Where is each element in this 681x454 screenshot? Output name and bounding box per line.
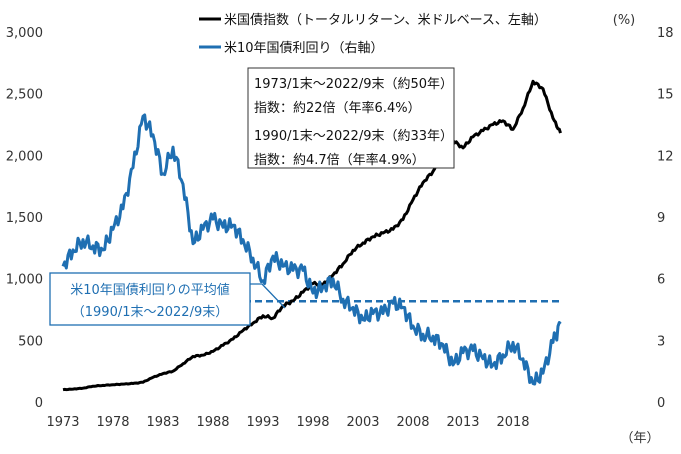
average-callout-pointer: [250, 283, 286, 309]
annotation-line-2: 指数：約22倍（年率6.4%）: [254, 100, 421, 116]
legend-label-10y-yield: 米10年国債利回り（右軸）: [224, 41, 384, 56]
annotation-line-4: 指数：約4.7倍（年率4.9%）: [254, 152, 425, 168]
annotation-box: 1973/1末～2022/9末（約50年） 指数：約22倍（年率6.4%） 19…: [247, 67, 455, 169]
left-tick-label: 3,000: [6, 26, 43, 41]
annotation-line-1: 1973/1末～2022/9末（約50年）: [254, 77, 453, 92]
series-line-treasury-index: [62, 79, 562, 392]
x-tick-label: 1998: [296, 415, 329, 430]
x-tick-label: 2018: [496, 415, 529, 430]
left-axis-ticks: 0 500 1,000 1,500 2,000 2,500 3,000: [6, 26, 43, 411]
left-tick-label: 2,500: [6, 88, 43, 103]
annotation-frame: [247, 67, 455, 169]
x-tick-label: 1978: [96, 415, 129, 430]
legend: 米国債指数（トータルリターン、米ドルベース、左軸） 米10年国債利回り（右軸）: [199, 13, 547, 56]
right-tick-label: 18: [657, 26, 674, 41]
series-line-10y-yield: [61, 113, 562, 386]
right-tick-label: 6: [657, 273, 665, 288]
right-tick-label: 9: [657, 211, 665, 226]
left-tick-label: 2,000: [6, 149, 43, 164]
right-axis-ticks: 0 3 6 9 12 15 18: [657, 26, 674, 411]
x-axis-unit: （年）: [620, 431, 659, 446]
x-tick-label: 2008: [396, 415, 429, 430]
right-tick-label: 15: [657, 88, 674, 103]
x-axis-ticks: 1973 1978 1983 1988 1993 1998 2003 2008 2013 2018: [46, 415, 529, 430]
left-tick-label: 0: [35, 396, 43, 411]
x-tick-label: 2013: [446, 415, 479, 430]
right-tick-label: 0: [657, 396, 665, 411]
x-tick-label: 1973: [46, 415, 79, 430]
x-tick-label: 2003: [346, 415, 379, 430]
right-axis-unit: (%): [613, 13, 636, 28]
legend-label-treasury-index: 米国債指数（トータルリターン、米ドルベース、左軸）: [224, 13, 547, 28]
x-tick-label: 1993: [246, 415, 279, 430]
right-tick-label: 12: [657, 149, 674, 164]
left-tick-label: 1,500: [6, 211, 43, 226]
average-callout-frame: [49, 272, 251, 326]
average-callout: 米10年国債利回りの平均値 （1990/1末～2022/9末）: [49, 272, 286, 326]
left-tick-label: 500: [18, 334, 43, 349]
x-tick-label: 1983: [146, 415, 179, 430]
average-callout-range: （1990/1末～2022/9末）: [72, 305, 228, 320]
annotation-line-3: 1990/1末～2022/9末（約33年）: [254, 129, 453, 144]
right-tick-label: 3: [657, 334, 665, 349]
left-tick-label: 1,000: [6, 273, 43, 288]
average-callout-title: 米10年国債利回りの平均値: [70, 282, 230, 298]
x-tick-label: 1988: [196, 415, 229, 430]
